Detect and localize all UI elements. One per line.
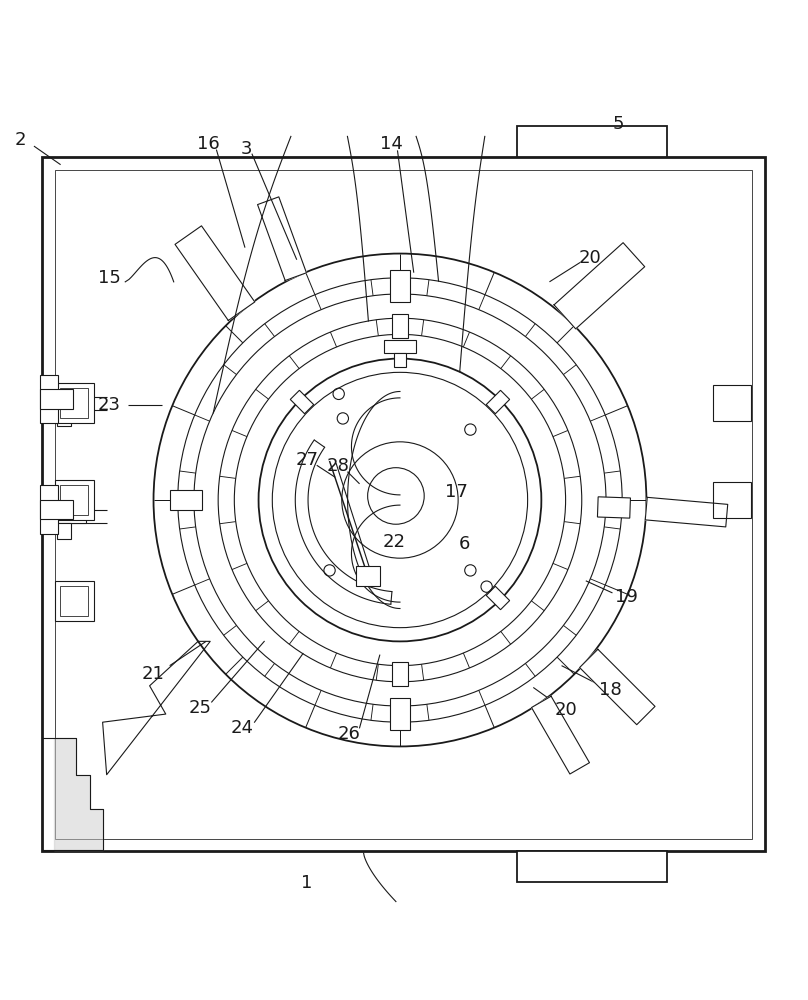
Bar: [55, 581, 94, 621]
Text: 17: 17: [445, 483, 468, 501]
Polygon shape: [392, 314, 408, 338]
Bar: [55, 170, 752, 839]
Bar: [517, 126, 667, 157]
Text: 14: 14: [381, 135, 403, 153]
Bar: [60, 586, 88, 616]
Bar: [57, 410, 71, 426]
Polygon shape: [579, 649, 655, 725]
Bar: [40, 500, 73, 519]
Bar: [41, 510, 86, 523]
Text: 23: 23: [98, 396, 120, 414]
Polygon shape: [554, 243, 645, 329]
Bar: [60, 388, 88, 418]
Bar: [517, 851, 667, 882]
Text: 22: 22: [383, 533, 406, 551]
Bar: [40, 389, 73, 409]
Polygon shape: [597, 497, 630, 518]
Polygon shape: [170, 490, 202, 510]
Polygon shape: [54, 738, 103, 850]
Bar: [42, 157, 765, 851]
Text: 19: 19: [615, 588, 638, 606]
Bar: [55, 480, 94, 520]
Text: 15: 15: [98, 269, 120, 287]
Polygon shape: [389, 698, 410, 730]
Text: 5: 5: [612, 115, 624, 133]
Bar: [57, 523, 71, 539]
Text: 3: 3: [241, 140, 252, 158]
Bar: [40, 375, 58, 423]
Text: 16: 16: [197, 135, 220, 153]
Polygon shape: [390, 270, 410, 302]
Bar: [40, 485, 58, 534]
Polygon shape: [486, 390, 510, 414]
Text: 21: 21: [142, 665, 165, 683]
Text: 2: 2: [15, 131, 26, 149]
Text: 28: 28: [326, 457, 349, 475]
Polygon shape: [175, 226, 255, 320]
Polygon shape: [646, 497, 728, 527]
Bar: [384, 340, 416, 353]
Polygon shape: [392, 662, 408, 686]
Text: 25: 25: [189, 699, 212, 717]
Polygon shape: [103, 641, 210, 775]
Bar: [60, 485, 88, 515]
Polygon shape: [532, 696, 590, 774]
Bar: [713, 385, 751, 421]
Polygon shape: [258, 197, 306, 281]
Polygon shape: [290, 390, 314, 414]
Bar: [394, 353, 406, 367]
Text: 20: 20: [579, 249, 601, 267]
Bar: [356, 566, 380, 586]
Text: 6: 6: [459, 535, 470, 553]
Bar: [713, 482, 751, 518]
Polygon shape: [486, 586, 510, 610]
Bar: [41, 397, 86, 410]
Text: 24: 24: [231, 719, 254, 737]
Text: 18: 18: [599, 681, 621, 699]
Text: 27: 27: [296, 451, 318, 469]
Bar: [55, 383, 94, 423]
Text: 26: 26: [338, 725, 360, 743]
Text: 20: 20: [554, 701, 577, 719]
Text: 1: 1: [301, 874, 313, 892]
